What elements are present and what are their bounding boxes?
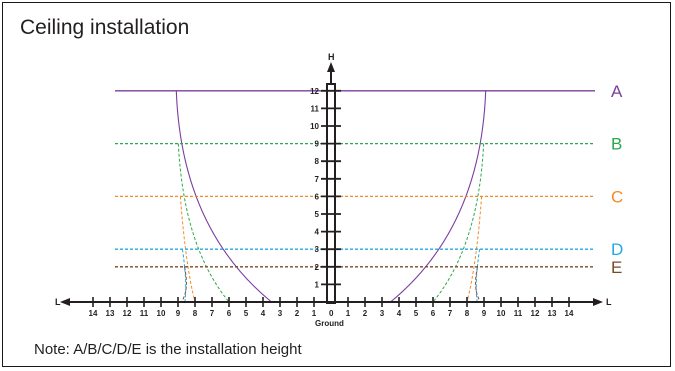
ground-tick-label: 14 xyxy=(89,309,98,318)
ground-tick-label: 6 xyxy=(227,309,232,318)
level-label-c: C xyxy=(611,187,623,206)
coverage-curve-b-left xyxy=(177,143,230,303)
ground-tick-label: 2 xyxy=(295,309,300,318)
ground-tick-label: 4 xyxy=(397,309,402,318)
installation-note: Note: A/B/C/D/E is the installation heig… xyxy=(34,341,302,358)
height-tick-label: 10 xyxy=(310,122,319,131)
diagram-frame xyxy=(2,2,671,367)
height-tick-label: 9 xyxy=(315,140,320,149)
coverage-curve-b-right xyxy=(432,143,485,303)
ground-tick-label: 10 xyxy=(497,309,506,318)
height-axis-bar xyxy=(326,83,336,304)
coverage-curve-c-left xyxy=(179,196,196,303)
height-axis-label: H xyxy=(328,52,335,62)
height-tick-label: 2 xyxy=(315,263,320,272)
ground-tick-label: 5 xyxy=(414,309,419,318)
level-label-a: A xyxy=(611,82,623,101)
ground-axis-arrow-left xyxy=(60,298,70,306)
coverage-curve-c-right xyxy=(466,196,483,303)
ground-tick-label: 8 xyxy=(465,309,470,318)
ground-tick-label: 11 xyxy=(140,309,149,318)
ground-tick-label: 9 xyxy=(176,309,181,318)
ground-tick-label: 5 xyxy=(244,309,249,318)
coverage-curve-e-left xyxy=(180,266,187,303)
ground-tick-label: 6 xyxy=(431,309,436,318)
height-tick-label: 12 xyxy=(310,87,319,96)
height-tick-label: 8 xyxy=(315,157,320,166)
ground-tick-label: 10 xyxy=(157,309,166,318)
coverage-curve-d-right xyxy=(475,249,481,303)
ground-tick-label: 3 xyxy=(380,309,385,318)
ground-label: Ground xyxy=(315,319,344,328)
ground-axis-label-right: L xyxy=(606,297,612,307)
ground-tick-label: 12 xyxy=(531,309,540,318)
ground-tick-label: 4 xyxy=(261,309,266,318)
ground-tick-label: 13 xyxy=(548,309,557,318)
ground-tick-label: 9 xyxy=(482,309,487,318)
ground-tick-label: 13 xyxy=(106,309,115,318)
page-title: Ceiling installation xyxy=(20,16,190,39)
height-tick-label: 3 xyxy=(315,245,320,254)
level-label-b: B xyxy=(611,135,622,154)
ground-axis-arrow-right xyxy=(593,298,603,306)
ground-tick-label: 11 xyxy=(514,309,523,318)
origin-label: 0 xyxy=(329,309,334,318)
ground-tick-label: 2 xyxy=(363,309,368,318)
height-tick-label: 6 xyxy=(315,192,320,201)
ground-tick-label: 8 xyxy=(193,309,198,318)
coverage-curve-a-right xyxy=(390,90,487,303)
coverage-curve-d-left xyxy=(181,249,187,303)
coverage-curve-e-right xyxy=(475,266,482,303)
ground-tick-label: 3 xyxy=(278,309,283,318)
ground-tick-label: 1 xyxy=(346,309,351,318)
ground-tick-label: 7 xyxy=(210,309,215,318)
height-tick-label: 11 xyxy=(311,104,320,113)
coverage-curve-a-left xyxy=(175,90,272,303)
height-axis-arrow xyxy=(327,62,335,72)
height-tick-label: 4 xyxy=(315,228,320,237)
ground-tick-label: 14 xyxy=(565,309,574,318)
ground-tick-label: 7 xyxy=(448,309,453,318)
height-tick-label: 1 xyxy=(315,280,320,289)
ground-tick-label: 1 xyxy=(312,309,317,318)
height-tick-label: 5 xyxy=(315,210,320,219)
height-tick-label: 7 xyxy=(315,175,320,184)
ground-tick-label: 12 xyxy=(123,309,132,318)
level-label-d: D xyxy=(611,240,623,259)
level-label-e: E xyxy=(611,258,622,277)
levels-layer: A B C DE xyxy=(115,82,623,303)
ground-axis-label-left: L xyxy=(55,297,61,307)
